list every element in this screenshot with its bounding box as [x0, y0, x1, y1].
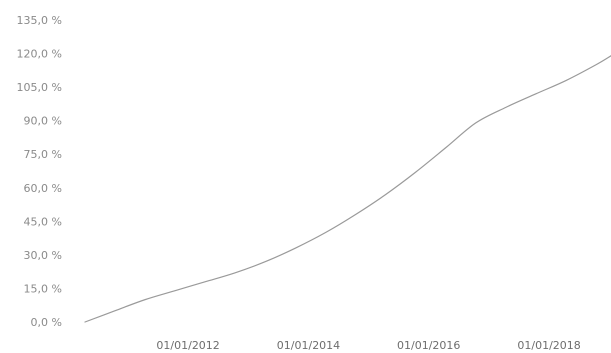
x-tick-label: 01/01/2016 — [397, 339, 460, 352]
y-tick-label: 45,0 % — [24, 215, 62, 228]
x-tick-label: 01/01/2018 — [517, 339, 580, 352]
y-tick-label: 75,0 % — [24, 148, 62, 161]
y-tick-label: 135,0 % — [17, 14, 62, 27]
y-tick-label: 0,0 % — [31, 316, 62, 329]
y-tick-label: 30,0 % — [24, 249, 62, 262]
y-axis-tick-labels: 0,0 % 15,0 % 30,0 % 45,0 % 60,0 % 75,0 % 90,0 … — [17, 14, 62, 329]
y-tick-label: 90,0 % — [24, 115, 62, 128]
y-tick-label: 60,0 % — [24, 182, 62, 195]
series-line — [84, 55, 611, 323]
y-tick-label: 120,0 % — [17, 48, 62, 61]
x-axis-tick-labels: 01/01/2012 01/01/2014 01/01/2016 01/01/2018 — [156, 339, 580, 352]
y-tick-label: 105,0 % — [17, 81, 62, 94]
x-tick-label: 01/01/2014 — [277, 339, 340, 352]
series-layer — [84, 55, 611, 323]
x-tick-label: 01/01/2012 — [156, 339, 219, 352]
y-tick-label: 15,0 % — [24, 282, 62, 295]
